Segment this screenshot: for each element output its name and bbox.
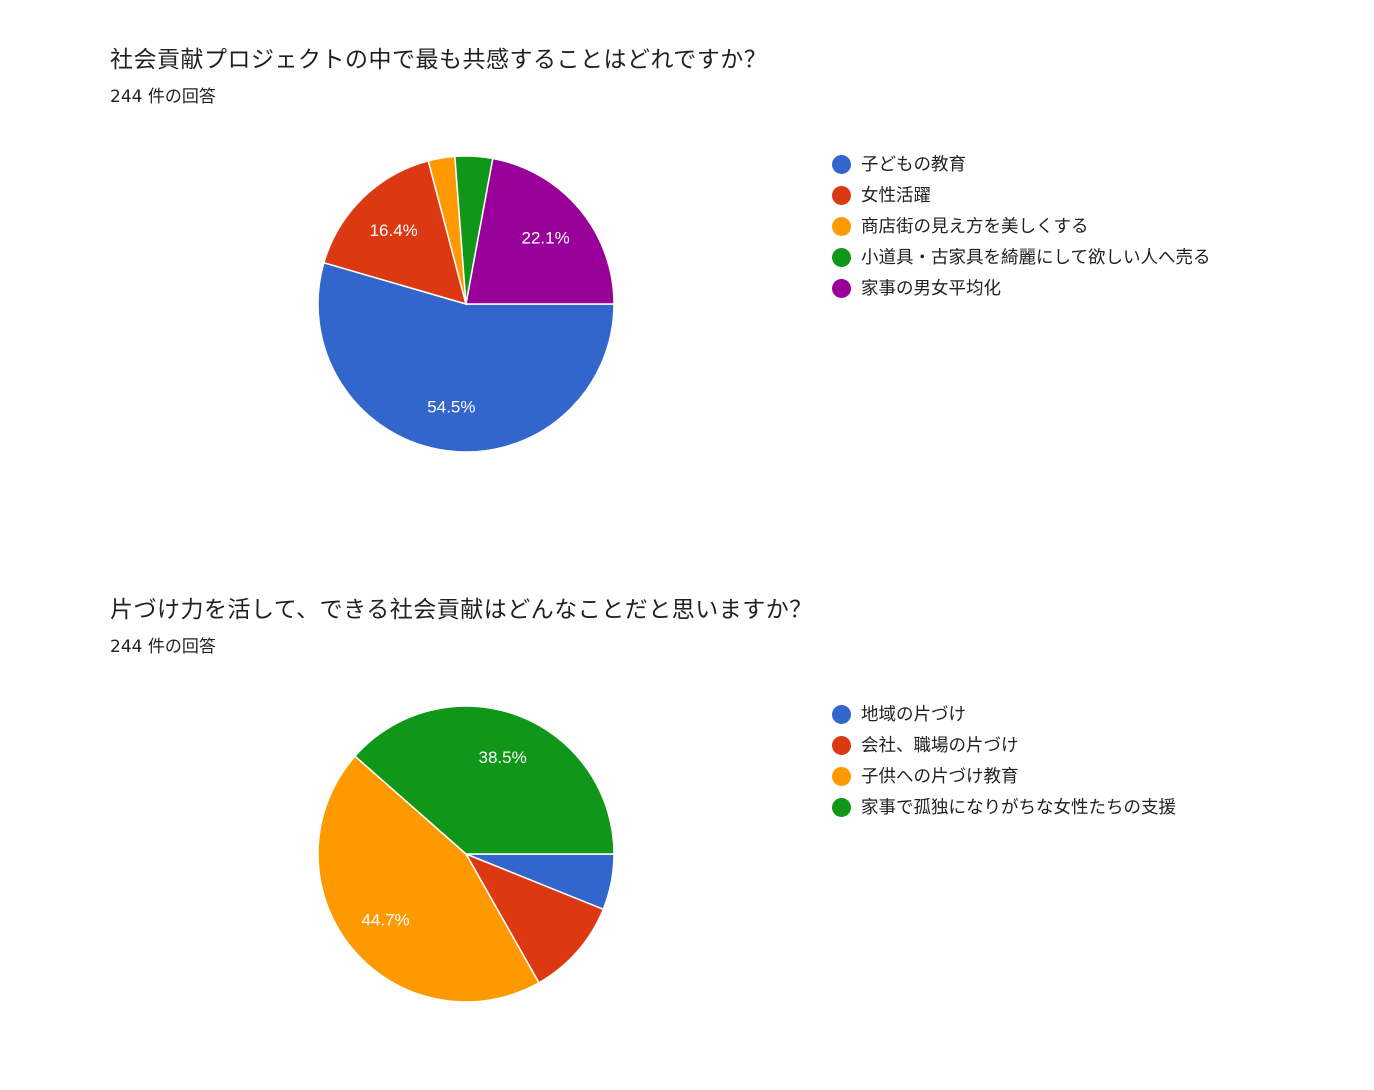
pie-slice[interactable] bbox=[465, 157, 615, 305]
legend-dot-icon bbox=[832, 186, 851, 205]
legend-dot-icon bbox=[832, 155, 851, 174]
slice-label: 38.5% bbox=[479, 748, 527, 767]
legend-label: 小道具・古家具を綺麗にして欲しい人へ売る bbox=[861, 248, 1211, 268]
slice-label: 16.4% bbox=[370, 221, 418, 240]
chart-title: 片づけ力を活して、できる社会貢献はどんなことだと思いますか？ bbox=[110, 597, 813, 623]
legend-label: 家事の男女平均化 bbox=[861, 279, 1001, 299]
legend: 地域の片づけ会社、職場の片づけ 子供への片づけ教育家事で孤独になりがちな女性たちの… bbox=[830, 702, 1230, 826]
legend-label: 会社、職場の片づけ bbox=[861, 736, 1019, 756]
legend-label: 子供への片づけ教育 bbox=[861, 767, 1019, 787]
response-count: 244 件の回答 bbox=[110, 637, 216, 657]
response-count: 244 件の回答 bbox=[110, 87, 216, 107]
pie-slice[interactable] bbox=[464, 852, 605, 984]
legend-item[interactable]: 子供への片づけ教育 bbox=[830, 764, 1230, 790]
legend-item[interactable]: 商店街の見え方を美しくする bbox=[830, 214, 1230, 240]
slice-label: 44.7% bbox=[361, 910, 409, 929]
legend-label: 子どもの教育 bbox=[861, 155, 966, 175]
legend-dot-icon bbox=[832, 767, 851, 786]
legend-label: 女性活躍 bbox=[861, 186, 931, 206]
legend-item[interactable]: 女性活躍 bbox=[830, 183, 1230, 209]
legend-dot-icon bbox=[832, 217, 851, 236]
chart-2: 片づけ力を活して、できる社会貢献はどんなことだと思いますか？ 244 件の回答 … bbox=[0, 550, 1374, 1090]
chart-1: 社会貢献プロジェクトの中で最も共感することはどれですか？ 244 件の回答 54… bbox=[0, 0, 1374, 540]
legend-item[interactable]: 家事の男女平均化 bbox=[830, 276, 1230, 302]
legend-dot-icon bbox=[832, 798, 851, 817]
legend-item[interactable]: 子どもの教育 bbox=[830, 152, 1230, 178]
legend-item[interactable]: 地域の片づけ bbox=[830, 702, 1230, 728]
legend-label: 家事で孤独になりがちな女性たちの支援 bbox=[861, 798, 1176, 818]
pie-slice[interactable] bbox=[317, 755, 540, 1003]
pie-chart: 54.5% 16.4% 22.1% bbox=[317, 155, 615, 453]
pie-slice[interactable] bbox=[317, 261, 615, 453]
chart-title: 社会貢献プロジェクトの中で最も共感することはどれですか？ bbox=[110, 47, 768, 73]
legend: 子どもの教育 女性活躍商店街の見え方を美しくする小道具・古家具を綺麗にして欲しい人… bbox=[830, 152, 1230, 307]
legend-item[interactable]: 小道具・古家具を綺麗にして欲しい人へ売る bbox=[830, 245, 1230, 271]
pie-slice[interactable] bbox=[322, 159, 468, 306]
pie-slice[interactable] bbox=[353, 705, 615, 855]
slice-label: 22.1% bbox=[522, 229, 570, 248]
pie-chart: 44.7% 38.5% bbox=[317, 705, 615, 1003]
legend-dot-icon bbox=[832, 279, 851, 298]
legend-label: 商店街の見え方を美しくする bbox=[861, 217, 1089, 237]
legend-dot-icon bbox=[832, 705, 851, 724]
legend-label: 地域の片づけ bbox=[861, 705, 966, 725]
legend-dot-icon bbox=[832, 248, 851, 267]
legend-item[interactable]: 家事で孤独になりがちな女性たちの支援 bbox=[830, 795, 1230, 821]
slice-label: 54.5% bbox=[427, 398, 475, 417]
legend-item[interactable]: 会社、職場の片づけ bbox=[830, 733, 1230, 759]
legend-dot-icon bbox=[832, 736, 851, 755]
